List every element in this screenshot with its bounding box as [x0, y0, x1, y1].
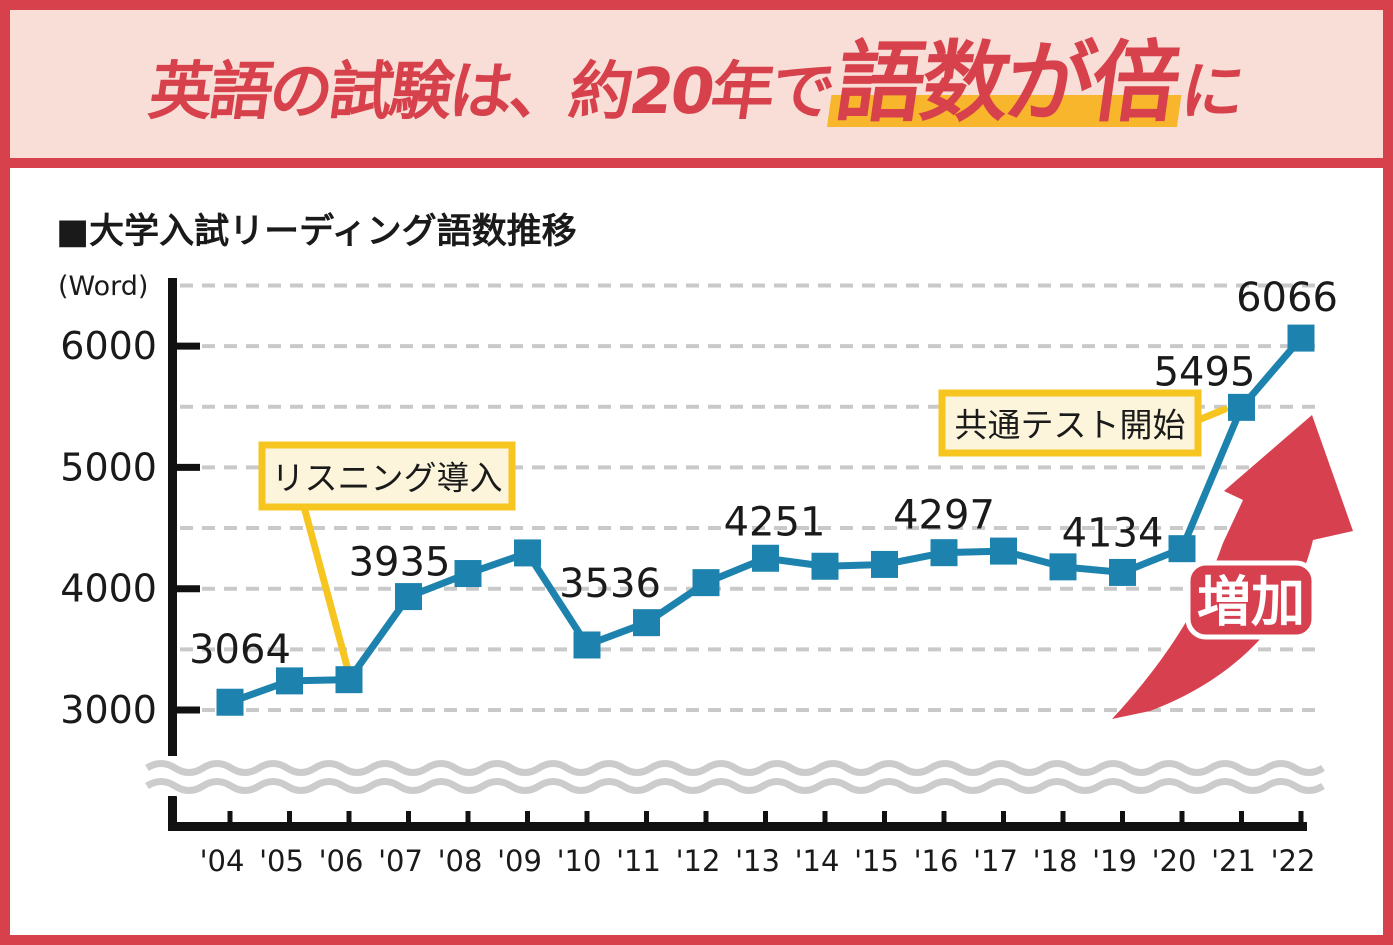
x-tick-label-'17: '17 — [973, 844, 1018, 878]
x-tick-label-'22: '22 — [1271, 844, 1316, 878]
axis-break-waves — [142, 755, 1328, 799]
data-point-marker-'16 — [930, 539, 958, 567]
data-point-marker-'18 — [1049, 553, 1077, 581]
growth-badge-label: 増加 — [1197, 571, 1305, 634]
growth-badge — [1185, 560, 1317, 640]
data-point-label-'10: 3536 — [559, 561, 661, 607]
y-tick-label-3000: 3000 — [60, 688, 157, 732]
data-point-label-'19: 4134 — [1062, 510, 1164, 556]
data-point-marker-'10 — [573, 631, 601, 659]
y-axis-unit-label: (Word) — [58, 271, 148, 302]
x-tick-label-'05: '05 — [259, 844, 304, 878]
data-point-marker-'05 — [276, 667, 303, 695]
annotations-layer: リスニング導入 共通テスト開始 — [258, 389, 1228, 678]
x-tick-label-'21: '21 — [1211, 844, 1256, 878]
title-highlight: 語数が倍 — [826, 31, 1189, 134]
x-tick-label-'16: '16 — [914, 844, 959, 878]
x-tick-label-'12: '12 — [676, 844, 721, 878]
header-banner: 英語の試験は、約20年で 語数が倍に — [10, 10, 1383, 168]
data-point-marker-'11 — [633, 609, 660, 637]
data-point-label-'04: 3064 — [189, 627, 291, 673]
x-tick-label-'04: '04 — [200, 844, 245, 878]
data-point-marker-'17 — [990, 537, 1017, 565]
data-point-marker-'12 — [692, 569, 720, 597]
y-tick-label-6000: 6000 — [60, 324, 157, 368]
x-tick-label-'13: '13 — [735, 844, 780, 878]
page-title: 英語の試験は、約20年で 語数が倍に — [144, 31, 1248, 134]
x-tick-label-'10: '10 — [557, 844, 602, 878]
chart-panel: ■大学入試リーディング語数推移 (Word) 3000 4000 5000 6000 '… — [10, 168, 1383, 935]
x-tick-label-'18: '18 — [1033, 844, 1078, 878]
data-point-marker-'04 — [216, 688, 244, 716]
annotation-label-1: 共通テスト開始 — [955, 406, 1186, 445]
chart-title: ■大学入試リーディング語数推移 — [56, 211, 577, 252]
data-point-marker-'21 — [1228, 393, 1255, 421]
x-tick-label-'19: '19 — [1092, 844, 1137, 878]
axis-break-wave — [145, 760, 1325, 776]
x-tick-label-'20: '20 — [1152, 844, 1197, 878]
annotation-box-1 — [938, 389, 1202, 457]
data-point-label-'07: 3935 — [349, 540, 451, 586]
y-tick-label-5000: 5000 — [60, 445, 157, 489]
annotation-label-0: リスニング導入 — [272, 459, 503, 498]
data-point-label-'13: 4251 — [724, 499, 826, 545]
data-point-label-'21: 5495 — [1154, 349, 1256, 395]
data-point-label-'22: 6066 — [1236, 275, 1338, 321]
data-point-marker-'08 — [454, 560, 482, 588]
y-tick-label-4000: 4000 — [60, 567, 157, 611]
data-point-marker-'13 — [752, 544, 779, 572]
data-point-marker-'20 — [1168, 535, 1196, 563]
x-tick-label-'06: '06 — [319, 844, 364, 878]
x-tick-label-'07: '07 — [378, 844, 423, 878]
x-tick-label-'09: '09 — [497, 844, 542, 878]
line-chart: ■大学入試リーディング語数推移 (Word) 3000 4000 5000 6000 '… — [56, 211, 1353, 878]
axis-break-wave — [145, 778, 1325, 794]
x-tick-label-'08: '08 — [438, 844, 483, 878]
data-point-marker-'06 — [335, 666, 363, 694]
title-suffix: に — [1176, 55, 1247, 128]
data-point-marker-'14 — [811, 552, 839, 580]
data-point-label-'16: 4297 — [893, 493, 995, 539]
x-tick-label-'11: '11 — [616, 844, 661, 878]
ticks-layer: 3000 4000 5000 6000 '04 '05 '06 '07 '08 '09 '10 '11… — [60, 324, 1315, 878]
x-tick-label-'14: '14 — [795, 844, 840, 878]
annotation-box-0 — [258, 441, 516, 511]
x-tick-label-'15: '15 — [854, 844, 899, 878]
data-point-marker-'07 — [395, 583, 422, 611]
data-point-marker-'09 — [514, 539, 541, 567]
data-point-marker-'19 — [1109, 558, 1136, 586]
data-point-marker-'15 — [871, 550, 898, 578]
series-layer: 3064 3935 3536 4251 4297 4134 5495 6066 — [189, 275, 1338, 716]
annotation-leader-0 — [299, 499, 353, 678]
title-prefix: 英語の試験は、約20年で — [144, 55, 837, 128]
data-point-marker-'22 — [1287, 324, 1315, 352]
